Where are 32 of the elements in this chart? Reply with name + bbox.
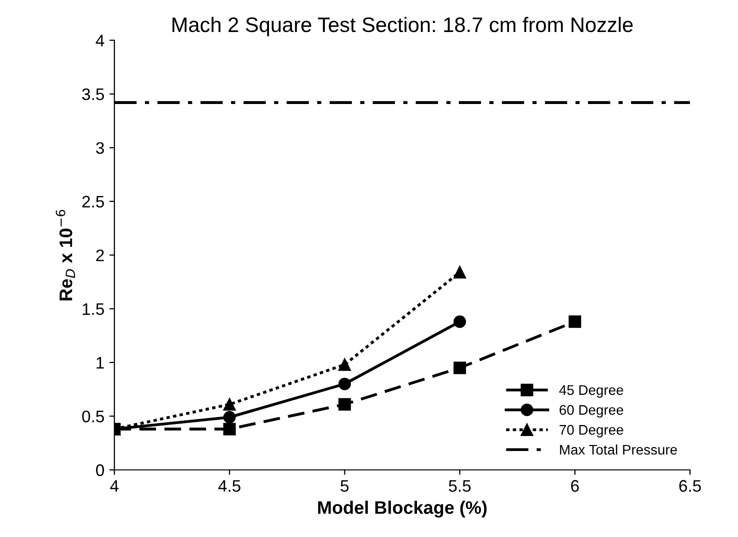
- y-tick-label: 3: [96, 142, 104, 154]
- y-tick-label: 3.5: [82, 88, 104, 100]
- x-tick-label: 4: [110, 480, 119, 492]
- point: [338, 398, 351, 411]
- point: [338, 358, 351, 371]
- x-tick-label: 4.5: [218, 480, 240, 492]
- point: [454, 362, 466, 374]
- point: [568, 315, 582, 328]
- x-tick-label: 5.5: [448, 480, 471, 492]
- legend-label: 60 Degree: [560, 405, 624, 418]
- x-tick-label: 5: [340, 480, 349, 492]
- chart-title: Mach 2 Square Test Section: 18.7 cm from Nozzle: [172, 16, 633, 36]
- y-tick-label: 1.5: [82, 303, 104, 315]
- point: [223, 411, 236, 424]
- point: [454, 266, 466, 279]
- x-tick-label: 6: [571, 480, 579, 492]
- y-tick-label: 0.5: [82, 410, 104, 422]
- x-axis-title: Model Blockage (%): [318, 500, 487, 518]
- y-tick-label: 4: [96, 34, 104, 46]
- y-tick-label: 2: [96, 249, 104, 262]
- y-tick-label: 0: [96, 464, 104, 476]
- point: [338, 378, 351, 390]
- x-tick-label: 6.5: [679, 480, 701, 492]
- legend-label: Max Total Pressure: [560, 444, 677, 455]
- y-axis-title: Re$_{D}$ x 10$^{−6}$: [56, 210, 76, 300]
- point: [223, 398, 236, 411]
- legend-label: 45 Degree: [559, 385, 624, 398]
- y-tick-label: 1: [96, 357, 104, 369]
- point: [223, 422, 236, 436]
- legend-label: 70 Degree: [560, 424, 624, 438]
- y-tick-label: 2.5: [82, 196, 104, 208]
- point: [454, 315, 466, 328]
